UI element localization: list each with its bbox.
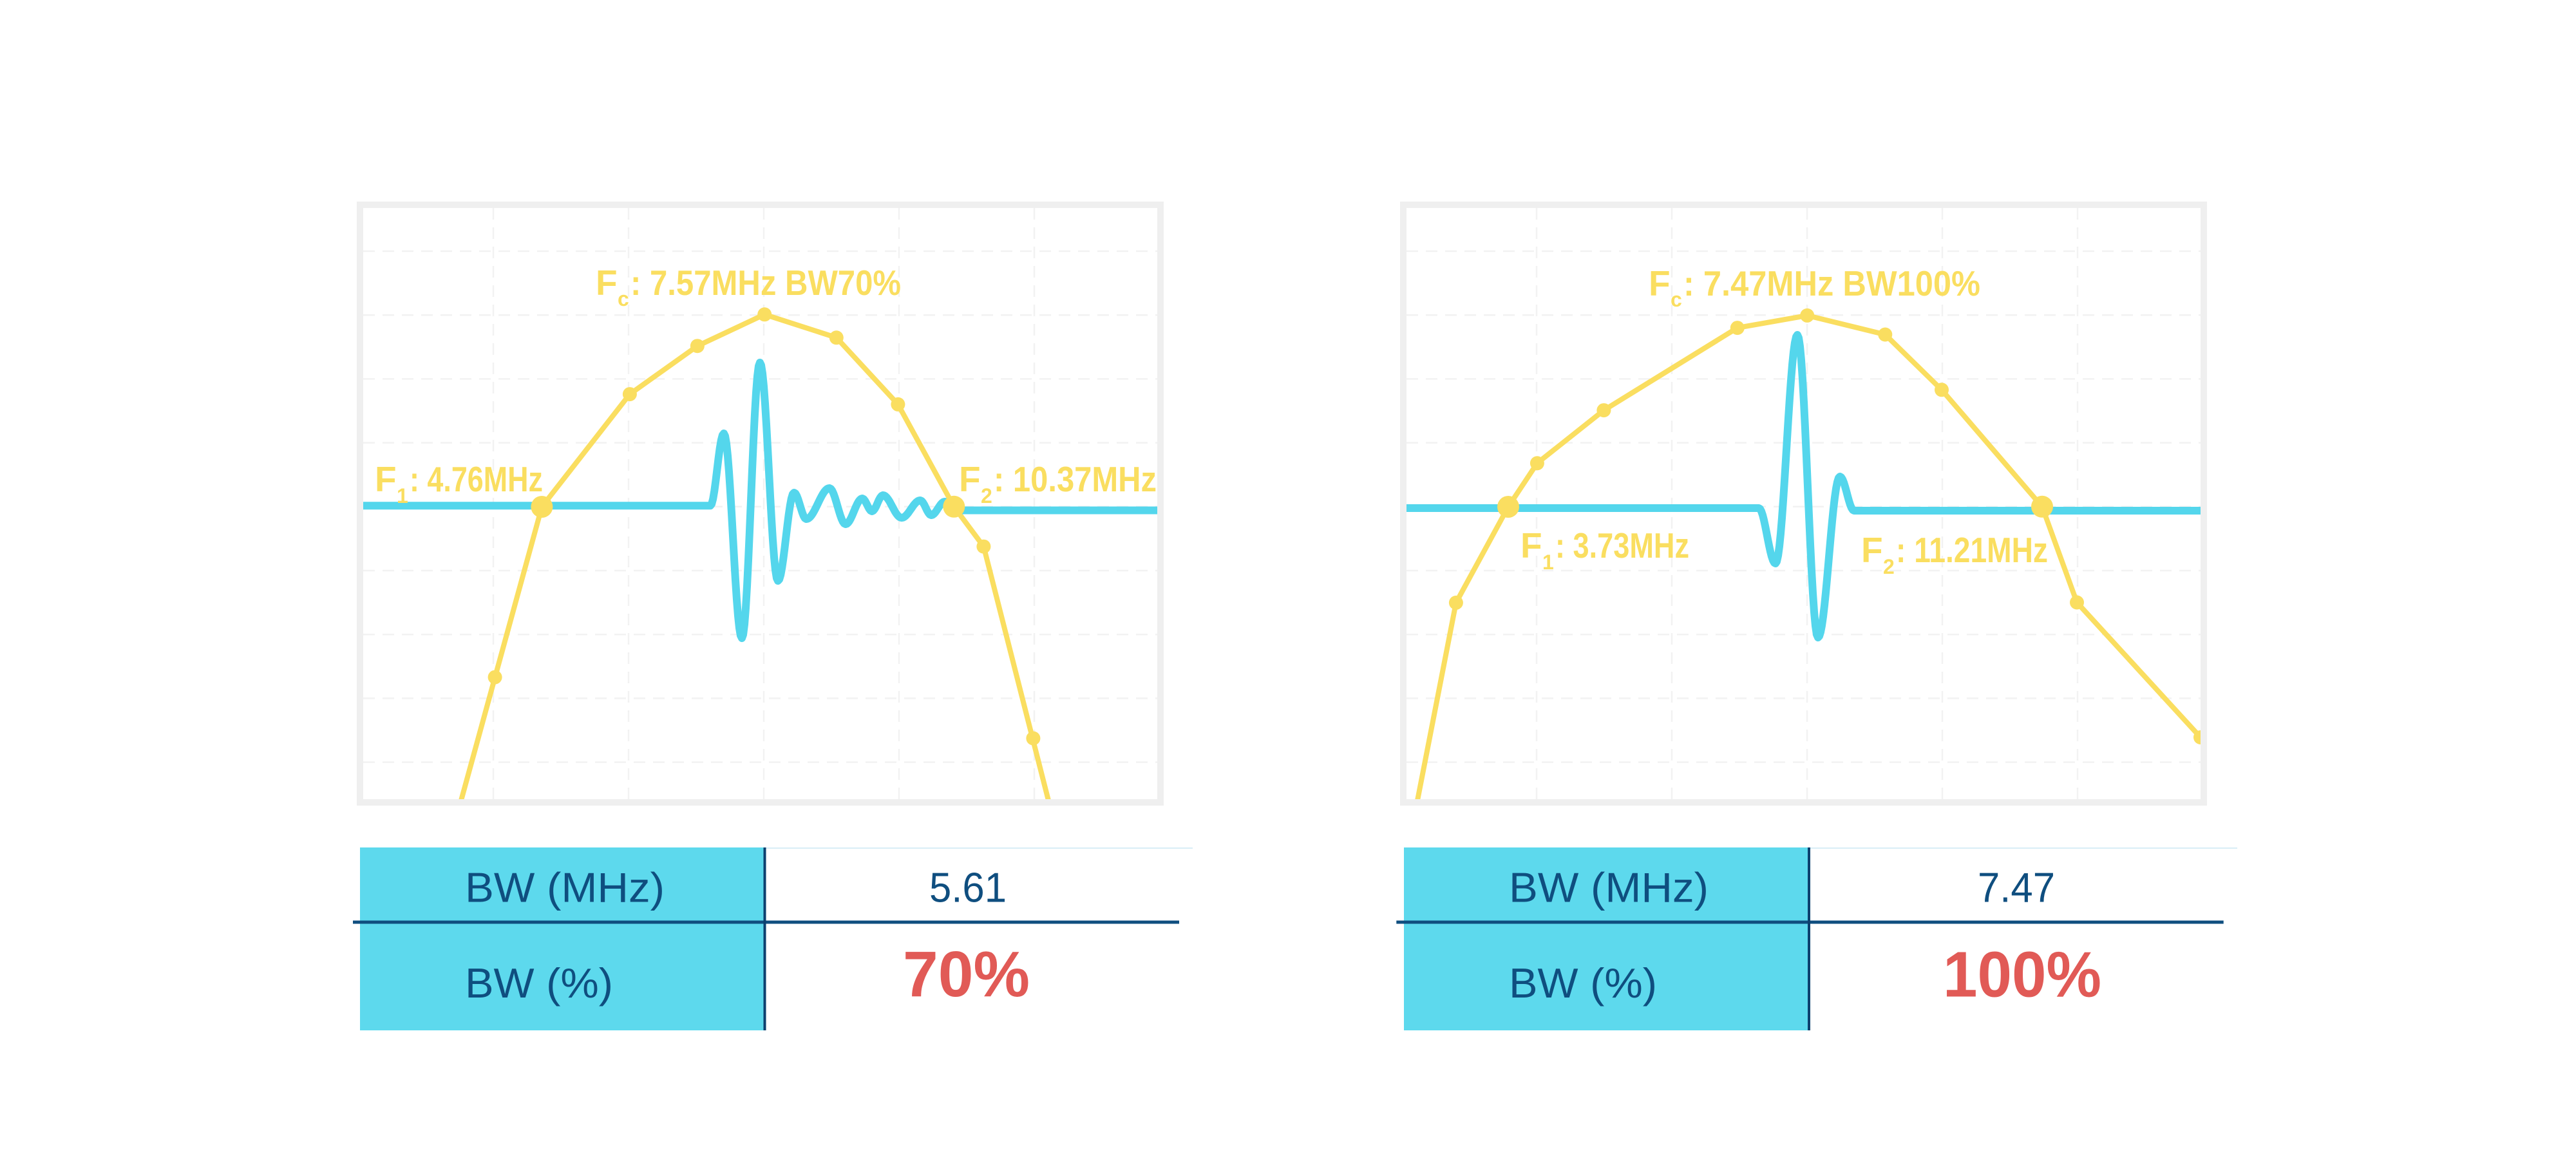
svg-text:: 7.57MHz BW70%: : 7.57MHz BW70% bbox=[630, 263, 901, 303]
svg-text:F: F bbox=[375, 459, 397, 499]
svg-text:1: 1 bbox=[397, 484, 408, 507]
svg-text:F: F bbox=[1649, 263, 1671, 303]
svg-text:c: c bbox=[618, 287, 629, 310]
svg-text:F: F bbox=[1861, 530, 1883, 570]
svg-text:1: 1 bbox=[1542, 551, 1554, 574]
svg-text:: 11.21MHz: : 11.21MHz bbox=[1896, 530, 2048, 570]
svg-text:c: c bbox=[1671, 288, 1682, 311]
svg-text:F: F bbox=[596, 263, 618, 303]
svg-text:: 3.73MHz: : 3.73MHz bbox=[1555, 525, 1689, 565]
svg-text:F: F bbox=[959, 459, 981, 499]
svg-text:: 7.47MHz BW100%: : 7.47MHz BW100% bbox=[1683, 263, 1980, 303]
svg-text:7.47: 7.47 bbox=[1978, 864, 2055, 911]
svg-text:5.61: 5.61 bbox=[929, 864, 1007, 911]
svg-text:BW (%): BW (%) bbox=[465, 960, 613, 1007]
svg-text:BW (MHz): BW (MHz) bbox=[1509, 864, 1709, 911]
svg-text:: 10.37MHz: : 10.37MHz bbox=[994, 459, 1157, 499]
svg-text:2: 2 bbox=[981, 484, 992, 507]
svg-text:100%: 100% bbox=[1943, 939, 2101, 1011]
svg-text:2: 2 bbox=[1883, 555, 1895, 578]
svg-text:F: F bbox=[1520, 525, 1542, 565]
svg-text:BW (%): BW (%) bbox=[1509, 960, 1657, 1007]
svg-text:: 4.76MHz: : 4.76MHz bbox=[410, 459, 543, 499]
svg-text:BW (MHz): BW (MHz) bbox=[465, 864, 665, 911]
svg-text:70%: 70% bbox=[903, 938, 1030, 1010]
